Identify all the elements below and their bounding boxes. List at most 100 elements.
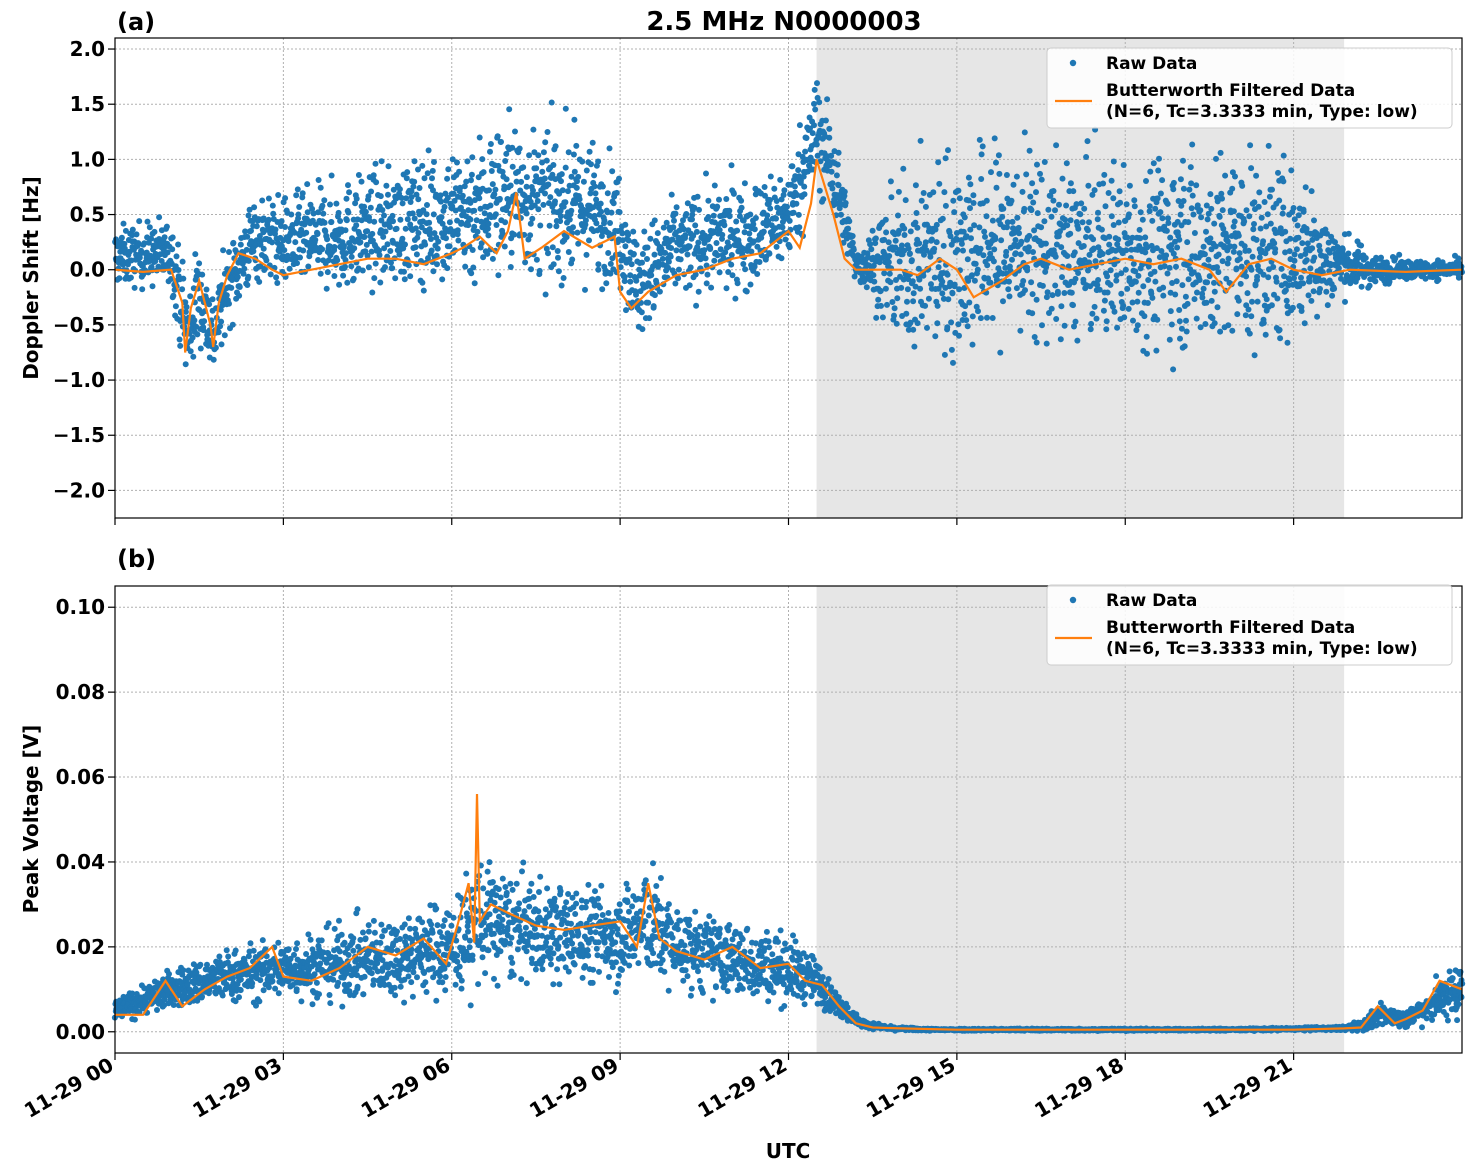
raw-data-point xyxy=(320,210,327,217)
raw-data-point xyxy=(506,106,513,113)
raw-data-point xyxy=(282,224,288,230)
raw-data-point xyxy=(828,168,835,175)
panel-a-doppler-shift: 2.01.51.00.50.0−0.5−1.0−1.5−2.0 (a) 2.5 … xyxy=(19,7,1465,525)
raw-data-point xyxy=(364,228,371,235)
raw-data-point xyxy=(641,228,648,235)
raw-data-point xyxy=(1294,222,1301,229)
panel-b-peak-voltage: 0.100.080.060.040.020.00 (b) Peak Voltag… xyxy=(19,545,1466,1060)
raw-data-point xyxy=(393,195,400,202)
raw-data-point xyxy=(945,147,951,154)
raw-data-point xyxy=(173,253,180,260)
raw-data-point xyxy=(936,180,943,187)
raw-data-point xyxy=(1260,238,1267,245)
raw-data-point xyxy=(479,954,486,961)
raw-data-point xyxy=(486,859,493,866)
raw-data-point xyxy=(379,933,386,940)
raw-data-point xyxy=(1358,283,1365,290)
raw-data-point xyxy=(462,263,469,270)
raw-data-point xyxy=(1099,251,1106,257)
raw-data-point xyxy=(1123,201,1130,208)
raw-data-point xyxy=(1141,313,1148,320)
raw-data-point xyxy=(961,214,968,221)
raw-data-point xyxy=(439,220,446,227)
raw-data-point xyxy=(442,225,449,232)
raw-data-point xyxy=(1098,226,1105,233)
raw-data-point xyxy=(360,991,367,998)
raw-data-point xyxy=(811,86,818,93)
raw-data-point xyxy=(1009,218,1016,225)
raw-data-point xyxy=(892,237,899,244)
raw-data-point xyxy=(273,253,280,260)
raw-data-point xyxy=(807,125,813,132)
raw-data-point xyxy=(703,262,710,269)
raw-data-point xyxy=(1001,259,1008,266)
raw-data-point xyxy=(1243,207,1250,214)
raw-data-point xyxy=(766,250,773,257)
raw-data-point xyxy=(849,233,856,239)
raw-data-point xyxy=(569,940,576,947)
raw-data-point xyxy=(1080,276,1087,283)
raw-data-point xyxy=(863,284,870,291)
raw-data-point xyxy=(457,184,464,191)
raw-data-point xyxy=(523,948,530,955)
raw-data-point xyxy=(1188,205,1195,212)
raw-data-point xyxy=(1020,278,1027,284)
raw-data-point xyxy=(120,220,127,227)
raw-data-point xyxy=(218,341,225,348)
raw-data-point xyxy=(583,898,590,905)
raw-data-point xyxy=(437,192,444,199)
raw-data-point xyxy=(826,134,833,141)
raw-data-point xyxy=(733,218,740,225)
raw-data-point xyxy=(972,260,979,267)
raw-data-point xyxy=(582,286,588,293)
y-tick-label: −1.0 xyxy=(53,368,105,392)
raw-data-point xyxy=(719,231,726,238)
raw-data-point xyxy=(1159,177,1166,184)
raw-data-point xyxy=(1324,302,1331,309)
raw-data-point xyxy=(916,240,923,247)
raw-data-point xyxy=(282,195,289,202)
raw-data-point xyxy=(1396,251,1403,258)
raw-data-point xyxy=(1101,297,1108,304)
raw-data-point xyxy=(1090,236,1097,243)
raw-data-point xyxy=(151,228,158,235)
raw-data-point xyxy=(345,182,351,189)
raw-data-point xyxy=(730,190,737,197)
raw-data-point xyxy=(589,139,596,146)
raw-data-point xyxy=(910,290,917,297)
raw-data-point xyxy=(429,175,435,182)
raw-data-point xyxy=(480,169,487,176)
raw-data-point xyxy=(410,183,417,190)
raw-data-point xyxy=(734,227,741,234)
raw-data-point xyxy=(448,922,455,929)
raw-data-point xyxy=(307,936,314,943)
raw-data-point xyxy=(1072,318,1079,325)
raw-data-point xyxy=(490,930,497,937)
raw-data-point xyxy=(1455,274,1462,281)
raw-data-point xyxy=(1342,298,1348,305)
raw-data-point xyxy=(1166,264,1173,271)
raw-data-point xyxy=(1083,154,1090,160)
raw-data-point xyxy=(489,879,496,885)
raw-data-point xyxy=(331,244,338,250)
raw-data-point xyxy=(1246,213,1253,220)
raw-data-point xyxy=(939,278,946,285)
raw-data-point xyxy=(1233,265,1240,272)
raw-data-point xyxy=(579,158,586,165)
raw-data-point xyxy=(571,116,578,123)
raw-data-point xyxy=(981,228,988,235)
raw-data-point xyxy=(1160,292,1167,299)
raw-data-point xyxy=(534,198,541,204)
raw-data-point xyxy=(644,256,650,262)
raw-data-point xyxy=(397,216,404,223)
raw-data-point xyxy=(423,989,430,995)
raw-data-point xyxy=(767,205,774,212)
raw-data-point xyxy=(441,230,448,237)
raw-data-point xyxy=(967,181,974,188)
raw-data-point xyxy=(430,187,436,194)
raw-data-point xyxy=(553,904,560,910)
raw-data-point xyxy=(265,195,272,202)
raw-data-point xyxy=(403,195,410,202)
raw-data-point xyxy=(639,259,645,266)
raw-data-point xyxy=(603,280,610,287)
